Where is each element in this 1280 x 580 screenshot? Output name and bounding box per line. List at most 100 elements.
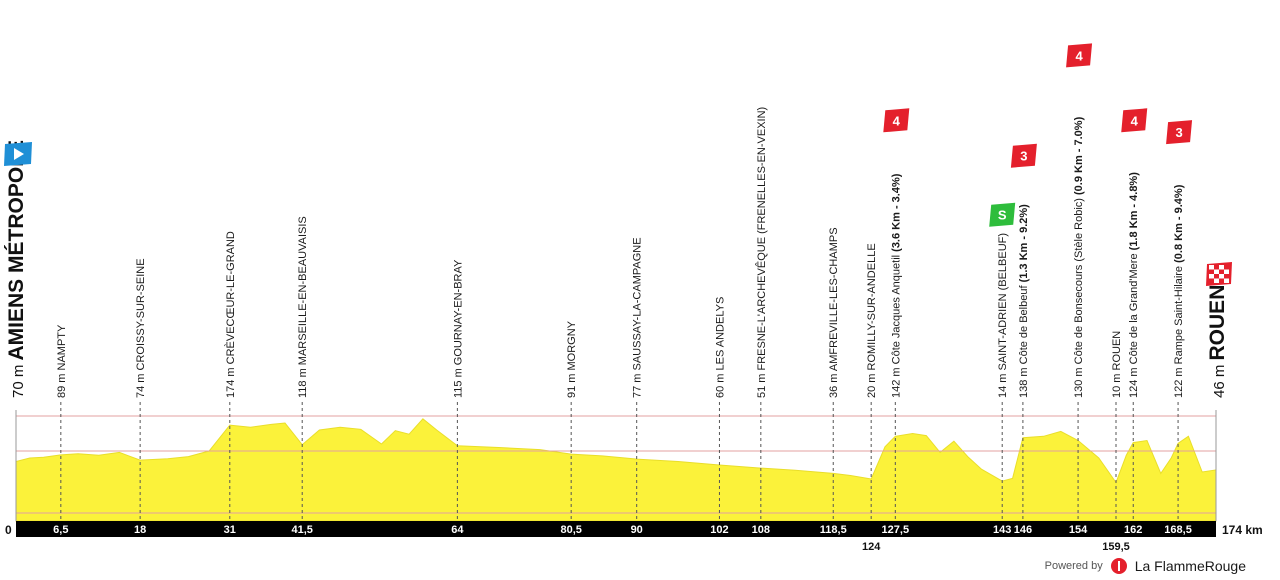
waypoint-name-8: 51 m FRESNE-L'ARCHEVÊQUE (FRENELLES-EN-V…: [755, 107, 768, 398]
checker-3-1: [1214, 278, 1219, 283]
start-label: 70 m AMIENS MÉTROPOLE: [5, 140, 28, 398]
waypoint-name-2: 174 m CRÈVECŒUR-LE-GRAND: [224, 231, 237, 398]
waypoint-label-12: 14 m SAINT-ADRIEN (BELBEUF): [997, 233, 1009, 398]
waypoint-label-0: 89 m NAMPTY: [56, 324, 68, 398]
waypoint-name-9: 36 m AMFREVILLE-LES-CHAMPS: [828, 227, 840, 398]
climb-badge-shape-14: [1066, 43, 1093, 68]
axis-tick-15: 168,5: [1164, 524, 1192, 536]
climb-badge-shape-17: [1166, 120, 1193, 145]
climb-badge-shape-11: [883, 108, 910, 133]
climb-info-13: (1.3 Km - 9.2%): [1018, 204, 1030, 286]
waypoint-label-5: 91 m MORGNY: [566, 320, 578, 398]
climb-badge-17: 3: [1166, 120, 1193, 145]
checker-3-3: [1224, 278, 1229, 283]
climb-badge-shape-13: [1010, 143, 1037, 168]
axis-tick-12: 146: [1014, 524, 1032, 536]
axis-tick-13: 154: [1069, 524, 1088, 536]
waypoint-label-17: 122 m Rampe Saint-Hilaire (0.8 Km - 9.4%…: [1173, 184, 1185, 398]
axis-tick-6: 90: [631, 524, 643, 536]
axis-tick-below-1: 159,5: [1102, 541, 1130, 553]
axis-left-label: 0: [5, 523, 12, 537]
waypoint-label-13: 138 m Côte de Belbeuf (1.3 Km - 9.2%): [1018, 204, 1030, 398]
powered-by-text: Powered by: [1044, 560, 1103, 572]
waypoint-name-1: 74 m CROISSY-SUR-SEINE: [135, 258, 147, 398]
waypoint-name-12: 14 m SAINT-ADRIEN (BELBEUF): [997, 233, 1009, 398]
climb-badge-13: 3: [1010, 143, 1037, 168]
finish-checkered-icon: [1206, 262, 1232, 286]
axis-tick-0: 6,5: [53, 524, 68, 536]
waypoint-name-16: 124 m Côte de la Grand'Mere: [1128, 253, 1140, 398]
waypoint-label-7: 60 m LES ANDELYS: [714, 297, 726, 398]
waypoint-label-15: 10 m ROUEN: [1111, 331, 1123, 398]
axis-tick-3: 41,5: [291, 524, 312, 536]
axis-right-label: 174 km: [1222, 523, 1263, 537]
waypoint-name-6: 77 m SAUSSAY-LA-CAMPAGNE: [632, 237, 644, 398]
start-flag-arrow: [14, 148, 24, 160]
climb-category-17: 3: [1175, 125, 1182, 140]
axis-tick-9: 118,5: [820, 524, 847, 536]
climb-badge-14: 4: [1066, 43, 1093, 68]
checker-2-2: [1219, 274, 1224, 279]
waypoint-name-14: 130 m Côte de Bonsecours (Stèle Robic): [1073, 198, 1085, 398]
flamme-rouge-logo-icon: [1110, 558, 1127, 574]
axis-tick-14: 162: [1124, 524, 1142, 536]
start-altitude: 70 m: [10, 360, 27, 398]
finish-altitude: 46 m: [1211, 360, 1228, 398]
start-name: AMIENS MÉTROPOLE: [5, 140, 28, 361]
waypoint-name-5: 91 m MORGNY: [566, 320, 578, 398]
climb-info-17: (0.8 Km - 9.4%): [1173, 184, 1185, 266]
waypoint-label-9: 36 m AMFREVILLE-LES-CHAMPS: [828, 227, 840, 398]
climb-category-11: 4: [893, 113, 901, 128]
climb-badge-11: 4: [883, 108, 910, 133]
brand-name: La FlammeRouge: [1134, 558, 1246, 574]
waypoint-label-3: 118 m MARSEILLE-EN-BEAUVAISIS: [297, 216, 309, 398]
waypoint-name-0: 89 m NAMPTY: [56, 324, 68, 398]
checker-1-3: [1224, 269, 1229, 274]
waypoint-label-2: 174 m CRÈVECŒUR-LE-GRAND: [224, 231, 237, 398]
axis-tick-7: 102: [710, 524, 728, 536]
climb-category-14: 4: [1075, 48, 1083, 63]
waypoint-label-10: 20 m ROMILLY-SUR-ANDELLE: [866, 243, 878, 398]
finish-label: 46 m ROUEN: [1206, 285, 1229, 398]
climb-category-13: 3: [1020, 149, 1027, 164]
credit-bar: Powered by La FlammeRouge: [1045, 558, 1246, 574]
elevation-area: [15, 418, 1217, 522]
axis-tick-below-0: 124: [862, 541, 881, 553]
climb-info-11: (3.6 Km - 3.4%): [890, 173, 902, 255]
waypoint-name-11: 142 m Côte Jacques Anquetil: [890, 255, 902, 398]
waypoint-label-11: 142 m Côte Jacques Anquetil (3.6 Km - 3.…: [890, 173, 902, 398]
start-flag-icon: [4, 142, 32, 166]
waypoint-name-4: 115 m GOURNAY-EN-BRAY: [452, 259, 464, 398]
sprint-letter-12: S: [998, 208, 1007, 223]
axis-tick-5: 80,5: [560, 524, 581, 536]
sprint-badge-12: S: [989, 202, 1016, 227]
waypoint-label-4: 115 m GOURNAY-EN-BRAY: [452, 259, 464, 398]
axis-tick-8: 108: [752, 524, 770, 536]
finish-name: ROUEN: [1206, 285, 1229, 361]
waypoint-name-7: 60 m LES ANDELYS: [714, 297, 726, 398]
waypoint-label-6: 77 m SAUSSAY-LA-CAMPAGNE: [632, 237, 644, 398]
climb-info-16: (1.8 Km - 4.8%): [1128, 172, 1140, 254]
waypoint-name-15: 10 m ROUEN: [1111, 331, 1123, 398]
checker-0-0: [1209, 265, 1214, 270]
axis-tick-4: 64: [451, 524, 464, 536]
checker-2-0: [1209, 274, 1214, 279]
climb-category-16: 4: [1131, 113, 1139, 128]
waypoint-name-10: 20 m ROMILLY-SUR-ANDELLE: [866, 243, 878, 398]
axis-tick-10: 127,5: [882, 524, 910, 536]
checker-1-1: [1214, 269, 1219, 274]
axis-tick-11: 143: [993, 524, 1011, 536]
climb-info-14: (0.9 Km - 7.0%): [1073, 116, 1085, 198]
waypoint-name-17: 122 m Rampe Saint-Hilaire: [1173, 266, 1185, 398]
sprint-badge-shape-12: [989, 202, 1016, 227]
axis-bar: [16, 521, 1216, 537]
waypoint-label-16: 124 m Côte de la Grand'Mere (1.8 Km - 4.…: [1128, 172, 1140, 398]
checker-0-2: [1219, 265, 1224, 270]
waypoint-label-8: 51 m FRESNE-L'ARCHEVÊQUE (FRENELLES-EN-V…: [755, 107, 768, 398]
axis-tick-1: 18: [134, 524, 146, 536]
waypoint-label-1: 74 m CROISSY-SUR-SEINE: [135, 258, 147, 398]
climb-badge-16: 4: [1121, 108, 1148, 133]
waypoint-label-14: 130 m Côte de Bonsecours (Stèle Robic) (…: [1073, 116, 1085, 398]
